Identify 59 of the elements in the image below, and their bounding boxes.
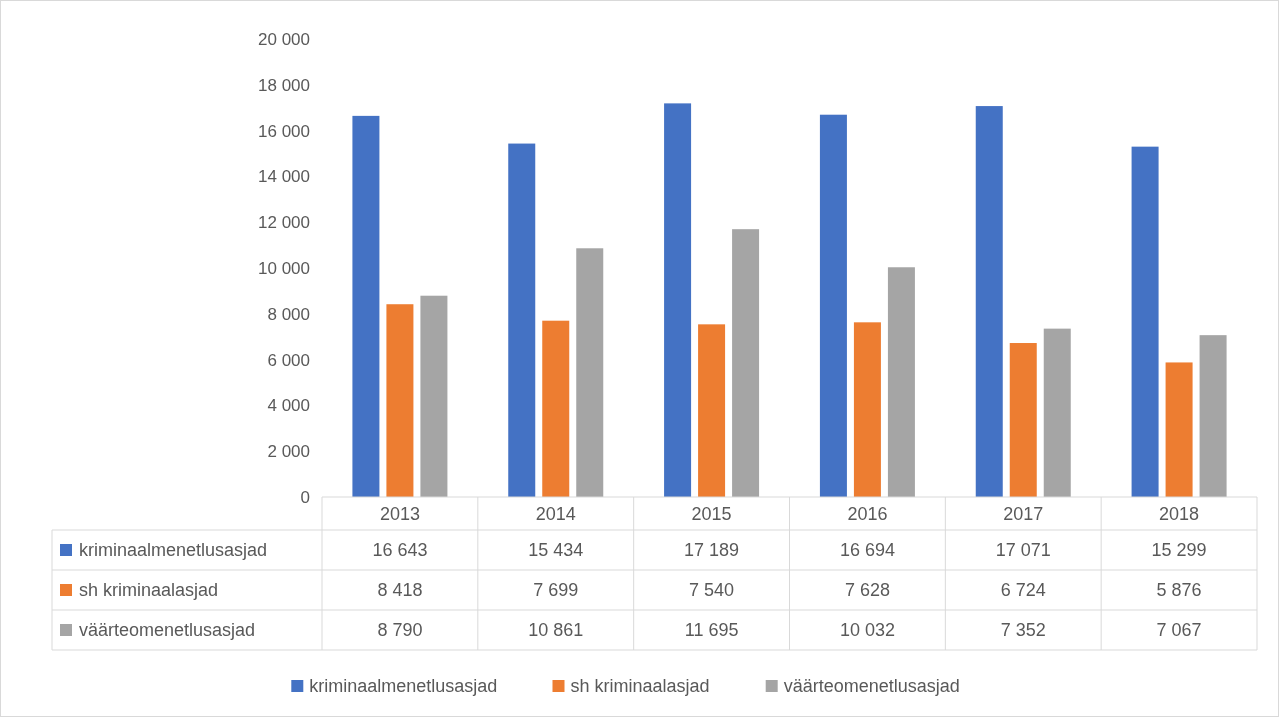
data-label: 7 352: [1000, 620, 1046, 641]
x-tick-label: 2018: [1159, 503, 1200, 524]
bar: [698, 324, 726, 497]
legend-label: väärteomenetlusasjad: [783, 676, 960, 697]
bar: [819, 114, 847, 497]
y-tick-label: 4 000: [267, 396, 310, 416]
bar: [1131, 146, 1159, 497]
legend-label: kriminaalmenetlusasjad: [79, 540, 268, 561]
data-label: 15 434: [528, 540, 584, 561]
data-label: 17 189: [684, 540, 740, 561]
data-label: 5 876: [1156, 580, 1202, 601]
y-tick-label: 18 000: [258, 75, 310, 95]
data-label: 15 299: [1151, 540, 1207, 561]
data-label: 7 540: [689, 580, 735, 601]
bar: [542, 320, 570, 497]
y-tick-label: 16 000: [258, 121, 310, 141]
y-tick-label: 20 000: [258, 29, 310, 49]
bar: [576, 248, 604, 497]
data-label: 7 067: [1156, 620, 1202, 641]
data-label: 7 628: [844, 580, 890, 601]
bar: [732, 229, 760, 497]
text: kriminaalmenetlusasjad: [309, 676, 498, 697]
bar: [420, 295, 448, 497]
bar: [664, 103, 692, 497]
x-tick-label: 2015: [691, 503, 732, 524]
bar: [1009, 343, 1037, 497]
data-label: 11 695: [684, 620, 739, 641]
x-tick-label: 2016: [847, 503, 888, 524]
data-label: 10 032: [839, 620, 895, 641]
x-tick-label: 2013: [379, 503, 420, 524]
y-tick-label: 8 000: [267, 304, 310, 324]
x-tick-label: 2017: [1003, 503, 1044, 524]
bar: [386, 304, 414, 497]
x-tick-label: 2014: [535, 503, 576, 524]
y-tick-label: 0: [300, 487, 310, 507]
bar: [853, 322, 881, 497]
data-label: 10 861: [528, 620, 584, 641]
bar: [1199, 335, 1227, 497]
bar: [508, 143, 536, 497]
text: väärteomenetlusasjad: [79, 620, 256, 641]
data-label: 8 418: [377, 580, 423, 601]
bar: [887, 267, 915, 497]
bar: [352, 115, 380, 497]
data-label: 6 724: [1000, 580, 1046, 601]
y-tick-label: 12 000: [258, 213, 310, 233]
data-label: 7 699: [533, 580, 579, 601]
data-label: 16 643: [372, 540, 428, 561]
bar: [1165, 362, 1193, 497]
y-tick-label: 10 000: [258, 258, 310, 278]
bar: [1043, 328, 1071, 497]
bar: [975, 106, 1003, 497]
y-tick-label: 2 000: [267, 442, 310, 462]
text: sh kriminaalasjad: [79, 580, 219, 601]
data-label: 8 790: [377, 620, 423, 641]
legend-label: sh kriminaalasjad: [570, 676, 710, 697]
data-label: 16 694: [839, 540, 895, 561]
data-label: 17 071: [995, 540, 1051, 561]
y-tick-label: 6 000: [267, 350, 310, 370]
y-tick-label: 14 000: [258, 167, 310, 187]
